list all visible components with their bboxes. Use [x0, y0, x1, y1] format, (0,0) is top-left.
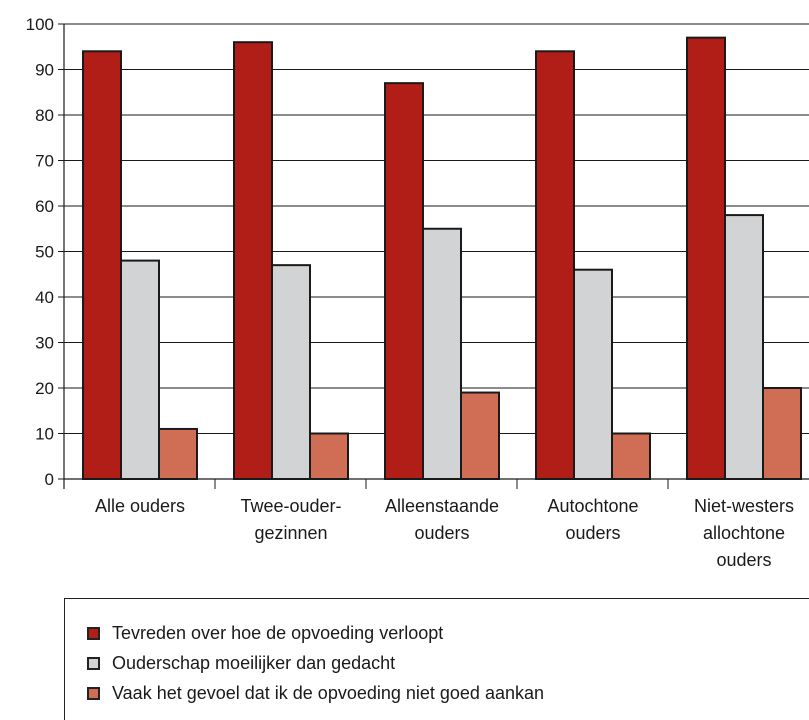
- legend-label-series-2: Ouderschap moeilijker dan gedacht: [112, 652, 396, 673]
- legend: Tevreden over hoe de opvoeding verloopt …: [64, 598, 809, 720]
- x-tick-label: ouders: [414, 523, 469, 543]
- bar-series-3-2: [309, 432, 349, 480]
- legend-item-series-2: Ouderschap moeilijker dan gedacht: [87, 651, 395, 675]
- legend-swatch-series-2: [87, 656, 100, 670]
- bar-series-3-3: [460, 391, 500, 480]
- legend-swatch-series-3: [87, 686, 100, 700]
- y-tick-label: 60: [35, 197, 54, 216]
- x-tick-label: ouders: [565, 523, 620, 543]
- bar-series-2-5: [724, 214, 764, 480]
- bar-series-3-5: [762, 387, 802, 480]
- x-tick-label: ouders: [716, 550, 771, 570]
- y-tick-label: 30: [35, 334, 54, 353]
- x-tick-label: Niet-westers: [694, 496, 794, 516]
- y-tick-label: 70: [35, 152, 54, 171]
- bar-series-1-3: [384, 82, 424, 481]
- bar-series-2-2: [271, 264, 311, 480]
- y-tick-label: 0: [45, 470, 54, 489]
- y-tick-label: 40: [35, 288, 54, 307]
- x-tick-label: Autochtone: [547, 496, 638, 516]
- bar-series-1-5: [686, 36, 726, 481]
- bar-series-2-3: [422, 227, 462, 480]
- y-tick-label: 10: [35, 425, 54, 444]
- chart-area: 0 10 20 30 40 50 60 70 80 90 100 Alle ouders Twee-ou…: [26, 15, 809, 570]
- bar-series-3-4: [611, 432, 651, 480]
- bar-series-2-1: [120, 259, 160, 480]
- y-tick-label: 90: [35, 61, 54, 80]
- bar-series-1-2: [233, 41, 273, 480]
- legend-swatch-series-1: [87, 626, 100, 640]
- legend-item-series-3: Vaak het gevoel dat ik de opvoeding niet…: [87, 681, 544, 705]
- y-tick-label: 50: [35, 243, 54, 262]
- x-tick-label: gezinnen: [254, 523, 327, 543]
- y-tick-label: 100: [26, 15, 54, 34]
- y-tick-label: 80: [35, 106, 54, 125]
- legend-label-series-1: Tevreden over hoe de opvoeding verloopt: [112, 622, 444, 643]
- x-tick-label: Alle ouders: [95, 496, 185, 516]
- legend-label-series-3: Vaak het gevoel dat ik de opvoeding niet…: [112, 682, 544, 703]
- bar-series-1-1: [82, 50, 122, 481]
- y-tick-label: 20: [35, 379, 54, 398]
- x-tick-label: Alleenstaande: [385, 496, 499, 516]
- bar-chart: 0 10 20 30 40 50 60 70 80 90 100 Alle ouders Twee-ou…: [26, 15, 809, 570]
- x-tick-label: Twee-ouder-: [240, 496, 341, 516]
- bar-series-3-1: [158, 427, 198, 481]
- bar-series-1-4: [535, 50, 575, 481]
- legend-item-series-1: Tevreden over hoe de opvoeding verloopt: [87, 621, 443, 645]
- bar-series-2-4: [573, 268, 613, 481]
- x-tick-label: allochtone: [703, 523, 785, 543]
